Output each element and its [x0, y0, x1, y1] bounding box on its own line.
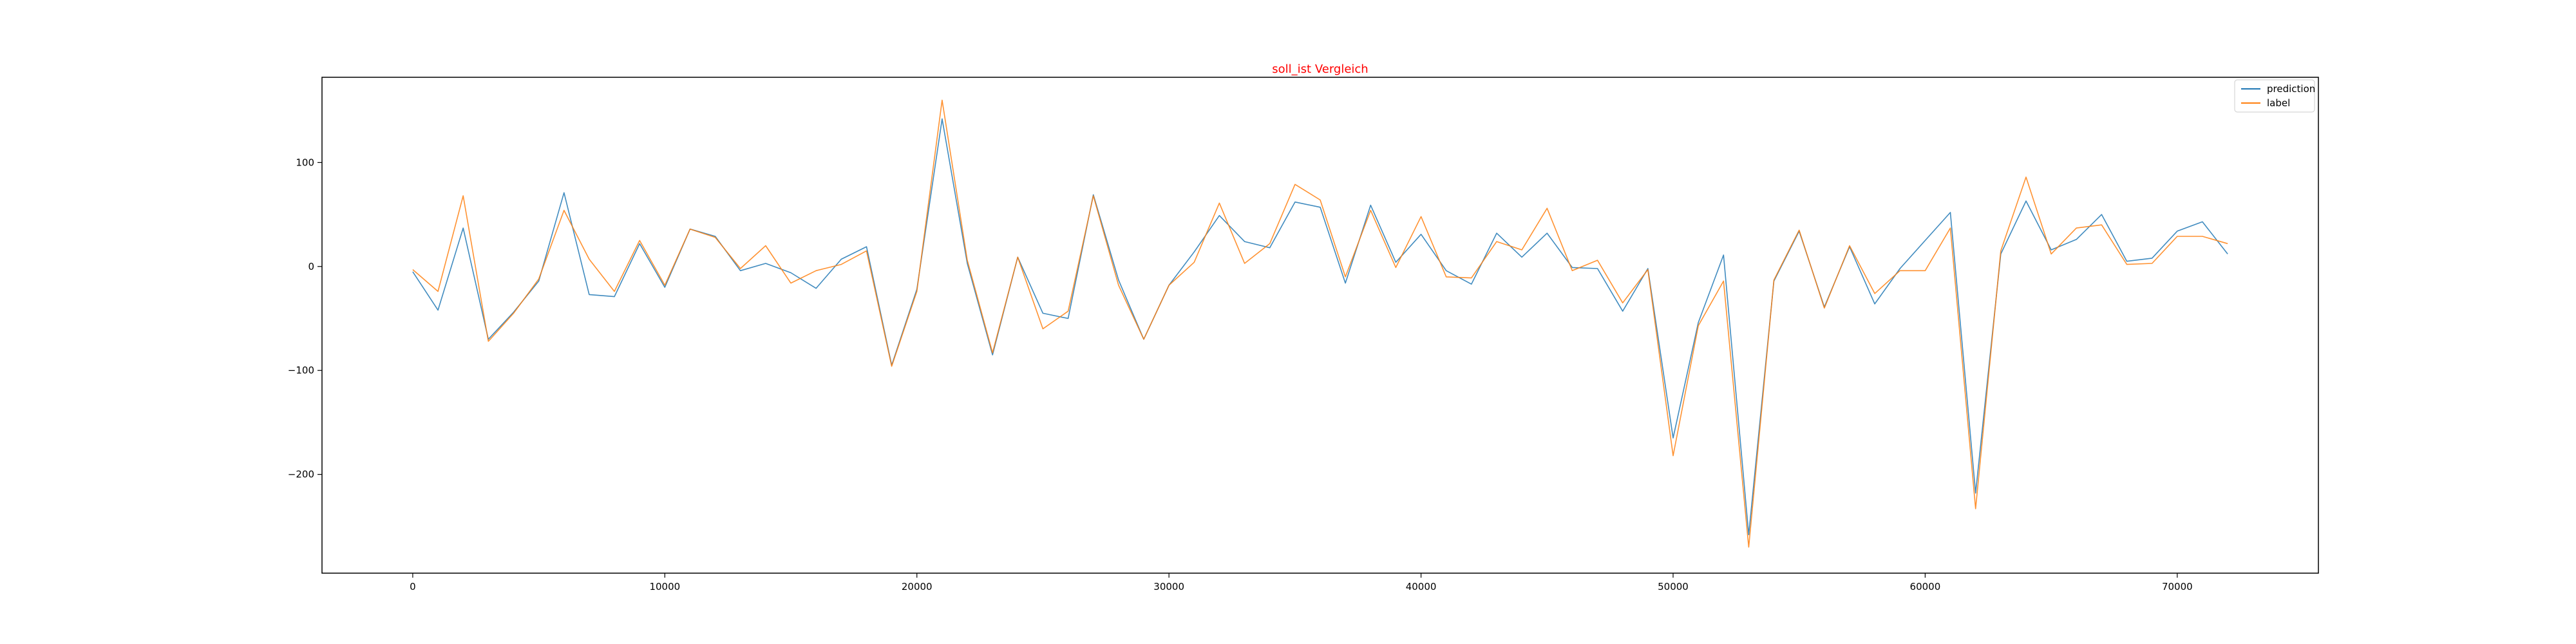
legend-box — [2234, 79, 2315, 113]
x-tick-label: 20000 — [902, 581, 933, 592]
legend: prediction label — [2234, 79, 2315, 113]
axis-ticks: 0 10000 20000 30000 40000 50000 60000 70000 −200… — [288, 156, 2193, 592]
series-line-label — [412, 99, 2228, 548]
x-tick-label: 70000 — [2162, 581, 2193, 592]
y-tick-label: 100 — [296, 156, 314, 168]
y-tick-label: −200 — [288, 469, 314, 480]
series-line-prediction — [412, 118, 2228, 536]
x-tick-label: 0 — [410, 581, 416, 592]
legend-label-prediction: prediction — [2267, 83, 2315, 95]
x-tick-label: 40000 — [1406, 581, 1437, 592]
x-tick-label: 10000 — [649, 581, 680, 592]
axes-frame — [321, 77, 2319, 574]
chart-title: soll_ist Vergleich — [1272, 62, 1368, 76]
legend-label-label: label — [2267, 97, 2290, 109]
y-tick-label: 0 — [308, 261, 314, 272]
x-tick-label: 60000 — [1910, 581, 1941, 592]
x-tick-label: 50000 — [1658, 581, 1689, 592]
series-lines — [412, 99, 2228, 548]
y-tick-label: −100 — [288, 365, 314, 376]
x-tick-label: 30000 — [1153, 581, 1184, 592]
